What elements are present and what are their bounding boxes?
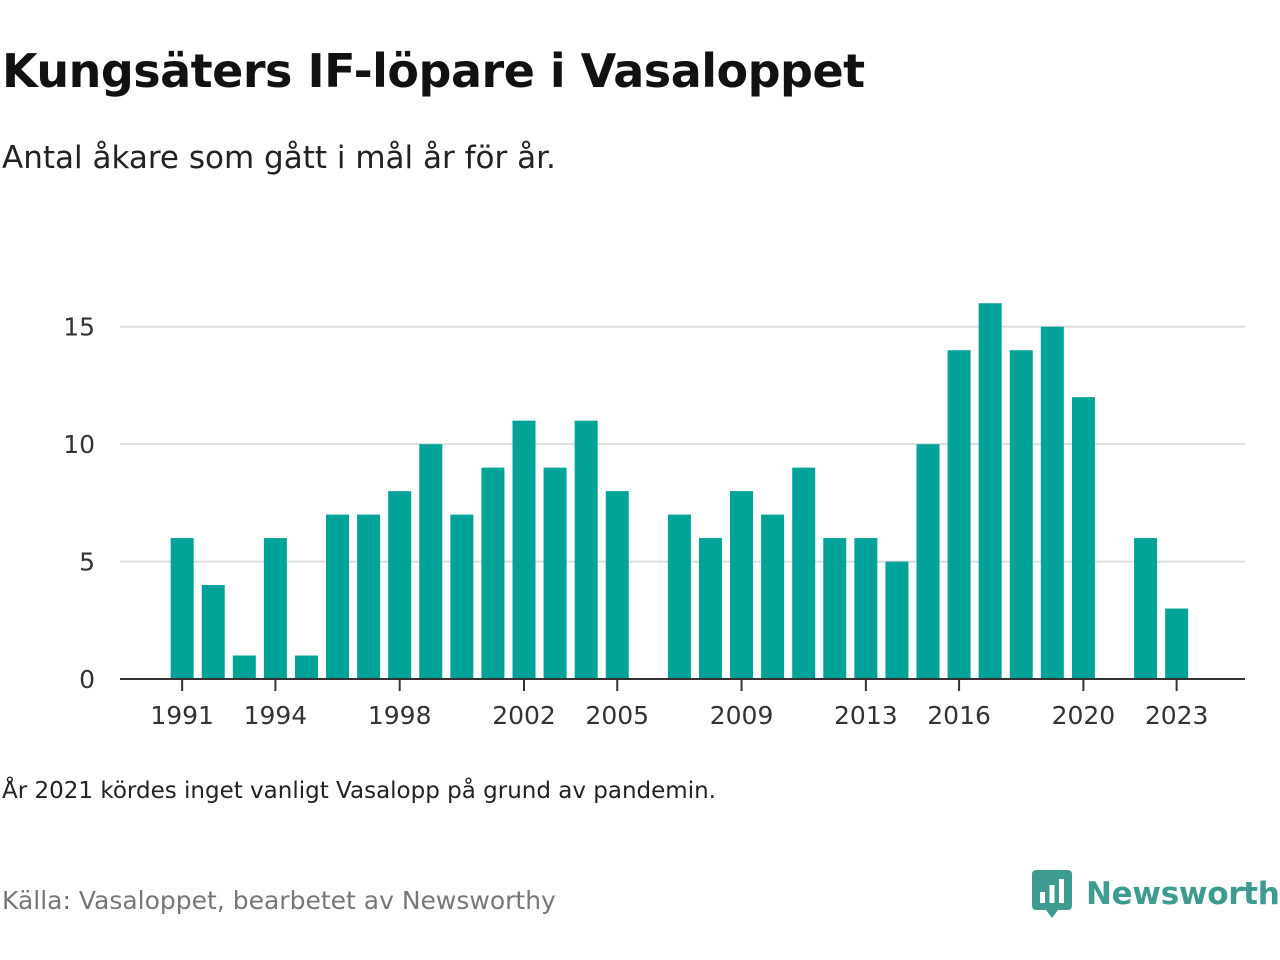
- bar: [947, 350, 971, 679]
- x-tick-label: 2005: [585, 701, 649, 730]
- bar: [1071, 397, 1095, 679]
- bar: [326, 514, 350, 679]
- bar: [543, 467, 567, 679]
- x-tick-label: 2023: [1145, 701, 1209, 730]
- y-tick-label: 15: [63, 313, 95, 342]
- bar: [512, 420, 536, 679]
- bar: [1134, 538, 1158, 679]
- x-tick-label: 2016: [927, 701, 991, 730]
- x-axis-labels: 1991 1994 1998 2002 2005 2009 2013 2016 2020 2023: [150, 701, 1208, 730]
- bar: [698, 538, 722, 679]
- x-axis: [120, 678, 1245, 691]
- brand-logo[interactable]: Newsworthy: [1032, 870, 1280, 918]
- bar: [419, 444, 443, 679]
- x-tick-label: 1998: [368, 701, 432, 730]
- bar: [730, 491, 754, 679]
- x-tick-label: 2009: [710, 701, 774, 730]
- x-tick-label: 2020: [1052, 701, 1116, 730]
- x-tick-label: 1991: [150, 701, 214, 730]
- x-tick-label: 2002: [492, 701, 556, 730]
- bar: [388, 491, 412, 679]
- bar: [232, 655, 256, 679]
- bar: [263, 538, 287, 679]
- bar: [978, 303, 1002, 679]
- bar: [201, 585, 225, 679]
- bar-chart: 0 5 10 15 1991 1994 1998 2002 2005 2009 2013 2016 2…: [63, 303, 1245, 730]
- footnote: År 2021 kördes inget vanligt Vasalopp på…: [2, 778, 716, 804]
- bar: [357, 514, 381, 679]
- newsworthy-logo-icon: [1032, 870, 1072, 918]
- chart-subtitle: Antal åkare som gått i mål år för år.: [2, 140, 556, 176]
- bar: [761, 514, 785, 679]
- bar: [885, 561, 909, 679]
- bar: [605, 491, 629, 679]
- bar: [481, 467, 505, 679]
- bar: [667, 514, 691, 679]
- bar: [792, 467, 816, 679]
- source-credit: Källa: Vasaloppet, bearbetet av Newswort…: [2, 886, 556, 915]
- bar: [170, 538, 194, 679]
- bar: [1009, 350, 1033, 679]
- bars: [170, 303, 1189, 679]
- y-tick-label: 5: [79, 548, 95, 577]
- bar: [854, 538, 878, 679]
- bar: [916, 444, 940, 679]
- bar: [1165, 608, 1189, 679]
- bar: [574, 420, 598, 679]
- x-tick-label: 1994: [244, 701, 308, 730]
- bar: [823, 538, 847, 679]
- y-axis-labels: 0 5 10 15: [63, 313, 95, 694]
- bar: [294, 655, 318, 679]
- brand-name: Newsworthy: [1086, 876, 1280, 912]
- bar: [450, 514, 474, 679]
- bar: [1040, 326, 1064, 679]
- x-tick-label: 2013: [834, 701, 898, 730]
- y-tick-label: 10: [63, 430, 95, 459]
- y-tick-label: 0: [79, 665, 95, 694]
- chart-title: Kungsäters IF-löpare i Vasaloppet: [2, 44, 865, 98]
